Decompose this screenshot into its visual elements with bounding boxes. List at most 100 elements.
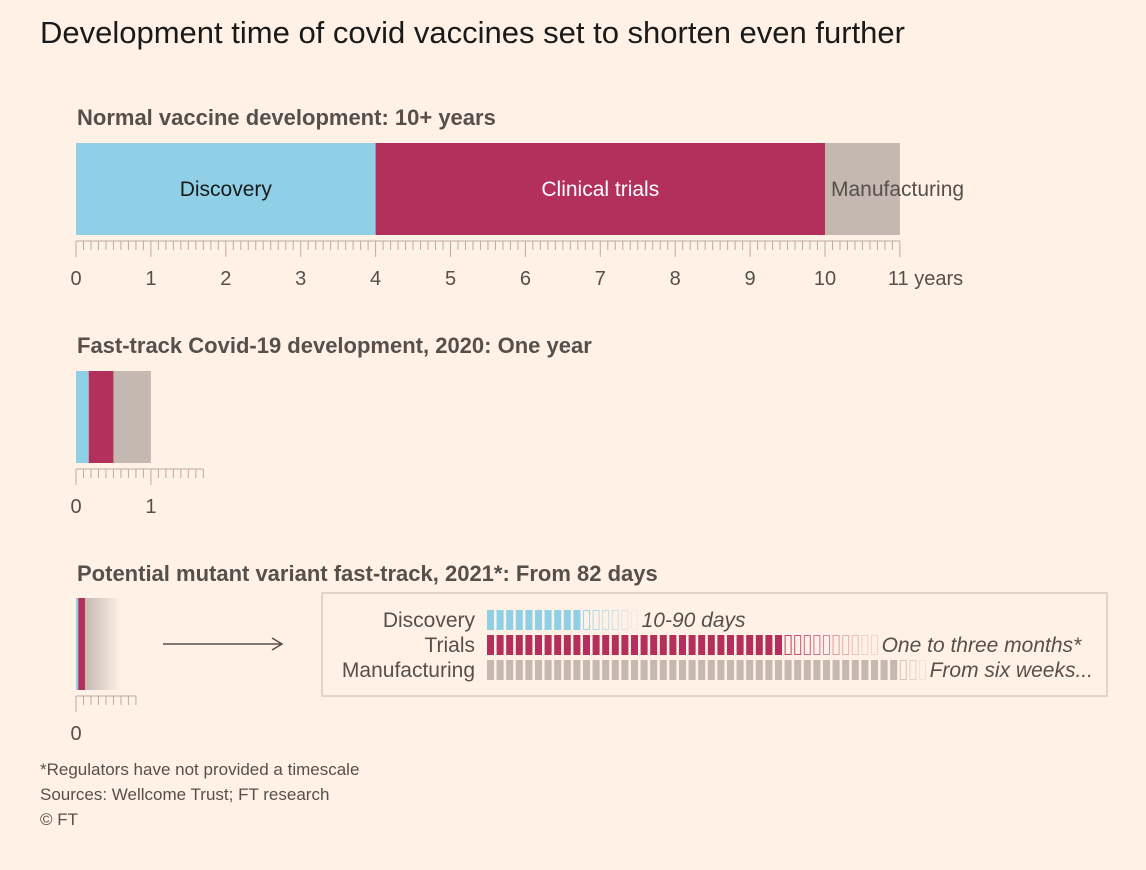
bar-label: Discovery bbox=[180, 178, 273, 201]
tally-box-faded bbox=[621, 610, 629, 630]
bar-segment-discovery bbox=[76, 598, 79, 690]
tally-box bbox=[755, 660, 763, 680]
arrow-icon bbox=[163, 637, 284, 651]
tally-box bbox=[525, 610, 533, 630]
bar-segment-manufacturing bbox=[113, 371, 151, 463]
chart3-axis: 0 bbox=[70, 695, 137, 745]
tally-box bbox=[832, 660, 840, 680]
tally-box bbox=[602, 660, 610, 680]
tally-box bbox=[554, 610, 562, 630]
tally-box-faded bbox=[784, 635, 792, 655]
tally-box bbox=[496, 610, 504, 630]
tally-box bbox=[736, 660, 744, 680]
detail-note: 10-90 days bbox=[642, 609, 746, 632]
tally-box-faded bbox=[842, 635, 850, 655]
tally-box-faded bbox=[823, 635, 830, 655]
tally-box bbox=[487, 610, 494, 630]
tally-box-faded bbox=[592, 610, 600, 630]
tally-box bbox=[659, 635, 667, 655]
tally-box bbox=[611, 635, 619, 655]
tally-box bbox=[573, 635, 581, 655]
tally-box bbox=[535, 635, 542, 655]
tally-box bbox=[496, 660, 504, 680]
tally-box bbox=[506, 610, 514, 630]
tally-box-faded bbox=[832, 635, 840, 655]
tally-box bbox=[746, 660, 754, 680]
tally-box-faded bbox=[631, 610, 638, 630]
tally-box-faded bbox=[611, 610, 619, 630]
detail-note: From six weeks... bbox=[930, 659, 1093, 682]
tally-box bbox=[563, 635, 571, 655]
tally-box bbox=[669, 635, 677, 655]
tally-box bbox=[775, 635, 782, 655]
tally-box bbox=[698, 660, 706, 680]
tally-box bbox=[746, 635, 754, 655]
tally-box bbox=[592, 660, 600, 680]
tally-box bbox=[679, 660, 686, 680]
tally-box bbox=[688, 635, 696, 655]
tally-box bbox=[650, 660, 658, 680]
footnote-regulators: *Regulators have not provided a timescal… bbox=[40, 760, 359, 779]
bar-segment-discovery bbox=[76, 143, 376, 235]
tally-box bbox=[602, 635, 610, 655]
tick-label: 6 bbox=[520, 268, 531, 290]
tally-box bbox=[765, 660, 773, 680]
bar-label: Manufacturing bbox=[831, 178, 964, 201]
tally-box-faded bbox=[602, 610, 610, 630]
tally-box bbox=[506, 660, 514, 680]
chart2-bars bbox=[76, 371, 151, 463]
tally-box bbox=[554, 660, 562, 680]
tally-box bbox=[707, 635, 715, 655]
tally-box bbox=[717, 635, 725, 655]
tally-box bbox=[583, 660, 590, 680]
tally-box bbox=[496, 635, 504, 655]
tally-box bbox=[631, 660, 638, 680]
tally-box bbox=[784, 660, 792, 680]
chart1-axis: 0 1 2 3 4 5 6 7 8 9 10 11 years bbox=[70, 240, 963, 290]
detail-rows: Discovery 10-90 days Trials One to three mo… bbox=[342, 609, 1093, 682]
tally-box-faded bbox=[919, 660, 926, 680]
tick-label: 0 bbox=[70, 268, 81, 290]
tally-box bbox=[611, 660, 619, 680]
chart3-bars bbox=[76, 598, 121, 690]
bar-segment-clinical-trials bbox=[375, 143, 825, 235]
tally-box bbox=[775, 660, 782, 680]
tally-box-faded bbox=[583, 610, 590, 630]
chart-title: Development time of covid vaccines set t… bbox=[40, 15, 905, 50]
tick-label: 4 bbox=[370, 268, 381, 290]
tally-box-faded bbox=[803, 635, 811, 655]
tally-box bbox=[592, 635, 600, 655]
tally-box bbox=[688, 660, 696, 680]
tally-box bbox=[515, 660, 523, 680]
tally-box-faded bbox=[871, 635, 878, 655]
tally-box bbox=[621, 660, 629, 680]
tally-box bbox=[659, 660, 667, 680]
tally-box bbox=[573, 660, 581, 680]
tally-box bbox=[871, 660, 878, 680]
tick-label: 5 bbox=[445, 268, 456, 290]
tally-box bbox=[727, 660, 734, 680]
tally-box bbox=[717, 660, 725, 680]
tick-label: 9 bbox=[745, 268, 756, 290]
tick-label: 0 bbox=[70, 723, 81, 745]
tally-box bbox=[813, 660, 821, 680]
footnote-sources: Sources: Wellcome Trust; FT research bbox=[40, 785, 329, 804]
tally-box bbox=[544, 660, 552, 680]
chart1-subtitle: Normal vaccine development: 10+ years bbox=[77, 105, 496, 130]
tally-box-faded bbox=[909, 660, 917, 680]
footnote-copyright: © FT bbox=[40, 810, 78, 829]
tick-label: 1 bbox=[145, 268, 156, 290]
bar-segment-manufacturing bbox=[825, 143, 900, 235]
bar-segment-manufacturing bbox=[84, 598, 121, 690]
tally-box bbox=[525, 635, 533, 655]
tally-box bbox=[736, 635, 744, 655]
tally-box bbox=[515, 635, 523, 655]
tally-box bbox=[544, 610, 552, 630]
tick-label: 7 bbox=[595, 268, 606, 290]
tally-box bbox=[794, 660, 802, 680]
tally-box bbox=[525, 660, 533, 680]
tally-box bbox=[631, 635, 638, 655]
bar-segment-trials bbox=[78, 598, 85, 690]
